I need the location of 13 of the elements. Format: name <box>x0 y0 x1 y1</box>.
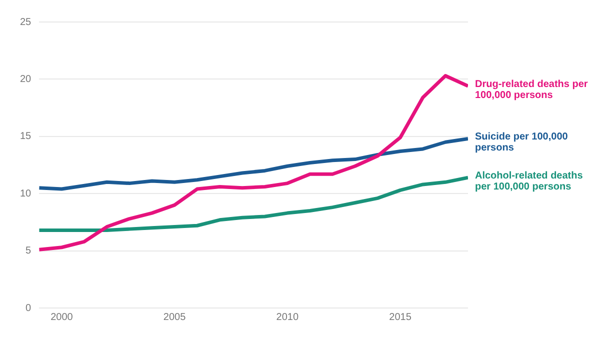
y-tick-label: 10 <box>20 188 32 200</box>
series-label: Alcohol-related deaths per 100,000 persons <box>475 170 584 192</box>
y-tick-label: 25 <box>20 16 32 28</box>
x-tick-label: 2000 <box>50 312 74 323</box>
series-label: Drug-related deaths per 100,000 persons <box>475 78 588 101</box>
x-tick-label: 2005 <box>163 312 186 323</box>
y-tick-label: 15 <box>20 131 32 142</box>
y-tick-label: 0 <box>26 302 32 314</box>
series-label: Suicide per 100,000 persons <box>475 131 568 154</box>
y-tick-label: 5 <box>26 246 32 257</box>
y-tick-label: 20 <box>20 74 32 85</box>
x-tick-label: 2015 <box>389 312 412 323</box>
x-tick-label: 2010 <box>276 312 299 323</box>
